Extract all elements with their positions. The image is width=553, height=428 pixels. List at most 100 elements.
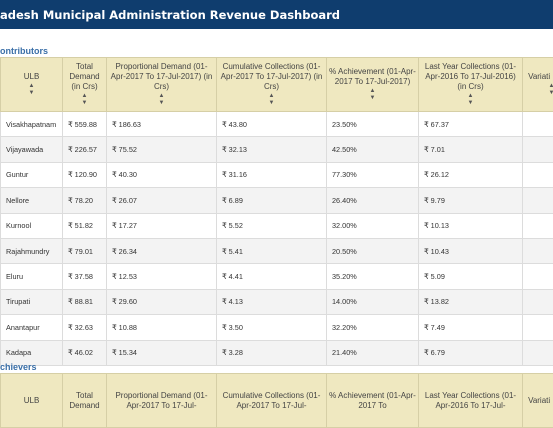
variation-cell: 13.4 [523,264,553,289]
sort-icon[interactable]: ▲▼ [109,93,214,107]
column-header-achievement[interactable]: % Achievement (01-Apr-2017 To [327,374,419,428]
variation-cell: 358. [523,137,553,162]
sort-icon[interactable]: ▲▼ [421,93,520,107]
proportional-demand-cell: ₹ 40.30 [107,162,217,187]
achievement-cell: 77.30% [327,162,419,187]
variation-cell: 35.0 [523,112,553,137]
proportional-demand-cell: ₹ 10.88 [107,315,217,340]
sort-icon[interactable]: ▲▼ [525,83,553,97]
achievement-cell: 32.00% [327,213,419,238]
last-year-collections-cell: ₹ 67.37 [419,112,523,137]
last-year-collections-cell: ₹ 9.79 [419,188,523,213]
total-demand-cell: ₹ 120.90 [63,162,107,187]
cumulative-collections-cell: ₹ 32.13 [217,137,327,162]
last-year-collections-cell: ₹ 26.12 [419,162,523,187]
achievement-cell: 14.00% [327,289,419,314]
total-demand-cell: ₹ 32.63 [63,315,107,340]
cumulative-collections-cell: ₹ 6.89 [217,188,327,213]
cumulative-collections-cell: ₹ 3.28 [217,340,327,365]
last-year-collections-cell: ₹ 5.09 [419,264,523,289]
cumulative-collections-cell: ₹ 3.50 [217,315,327,340]
last-year-collections-cell: ₹ 7.49 [419,315,523,340]
cumulative-collections-cell: ₹ 5.41 [217,238,327,263]
proportional-demand-cell: ₹ 186.63 [107,112,217,137]
column-header-total-demand[interactable]: Total Demand [63,374,107,428]
achievement-cell: 35.20% [327,264,419,289]
variation-cell: 48.2 [523,238,553,263]
column-header-proportional-demand[interactable]: Proportional Demand (01-Apr-2017 To 17-J… [107,58,217,112]
ulb-cell: Rajahmundry [1,238,63,263]
column-header-ulb[interactable]: ULB▲▼ [1,58,63,112]
dashboard-header: adesh Municipal Administration Revenue D… [0,0,553,29]
variation-cell: 19.3 [523,162,553,187]
cumulative-collections-cell: ₹ 4.13 [217,289,327,314]
sort-icon[interactable]: ▲▼ [65,93,104,107]
proportional-demand-cell: ₹ 17.27 [107,213,217,238]
last-year-collections-cell: ₹ 10.13 [419,213,523,238]
column-header-cumulative-collections[interactable]: Cumulative Collections (01-Apr-2017 To 1… [217,374,327,428]
total-demand-cell: ₹ 46.02 [63,340,107,365]
proportional-demand-cell: ₹ 15.34 [107,340,217,365]
total-demand-cell: ₹ 88.81 [63,289,107,314]
column-header-cumulative-collections[interactable]: Cumulative Collections (01-Apr-2017 To 1… [217,58,327,112]
column-header-achievement[interactable]: % Achievement (01-Apr-2017 To 17-Jul-201… [327,58,419,112]
total-demand-cell: ₹ 37.58 [63,264,107,289]
variation-cell: 51.7 [523,340,553,365]
ulb-cell: Eluru [1,264,63,289]
total-demand-cell: ₹ 559.88 [63,112,107,137]
total-demand-cell: ₹ 226.57 [63,137,107,162]
total-demand-cell: ₹ 79.01 [63,238,107,263]
proportional-demand-cell: ₹ 12.53 [107,264,217,289]
section-title-top-achievers: chievers [0,362,37,372]
achievement-cell: 32.20% [327,315,419,340]
ulb-cell: Kurnool [1,213,63,238]
column-header-proportional-demand[interactable]: Proportional Demand (01-Apr-2017 To 17-J… [107,374,217,428]
variation-cell: 53.2 [523,315,553,340]
sort-icon[interactable]: ▲▼ [329,88,416,102]
column-header-total-demand[interactable]: Total Demand (in Crs)▲▼ [63,58,107,112]
proportional-demand-cell: ₹ 26.07 [107,188,217,213]
last-year-collections-cell: ₹ 6.79 [419,340,523,365]
column-header-last-year-collections[interactable]: Last Year Collections (01-Apr-2016 To 17… [419,374,523,428]
achievement-cell: 21.40% [327,340,419,365]
total-demand-cell: ₹ 78.20 [63,188,107,213]
proportional-demand-cell: ₹ 26.34 [107,238,217,263]
total-demand-cell: ₹ 51.82 [63,213,107,238]
column-header-last-year-collections[interactable]: Last Year Collections (01-Apr-2016 To 17… [419,58,523,112]
column-header-ulb[interactable]: ULB [1,374,63,428]
dashboard-title: adesh Municipal Administration Revenue D… [0,8,340,22]
variation-cell: 70.1 [523,289,553,314]
cumulative-collections-cell: ₹ 43.80 [217,112,327,137]
column-header-variation[interactable]: Variati Last Y [523,374,553,428]
proportional-demand-cell: ₹ 75.52 [107,137,217,162]
top-contributors-table: ULB▲▼ Total Demand (in Crs)▲▼ Proportion… [0,57,553,366]
cumulative-collections-cell: ₹ 31.16 [217,162,327,187]
ulb-cell: Anantapur [1,315,63,340]
column-header-variation[interactable]: Variati Last Y▲▼ [523,58,553,112]
last-year-collections-cell: ₹ 7.01 [419,137,523,162]
sort-icon[interactable]: ▲▼ [219,93,324,107]
ulb-cell: Visakhapatnam [1,112,63,137]
last-year-collections-cell: ₹ 13.82 [419,289,523,314]
sort-icon[interactable]: ▲▼ [3,83,60,97]
ulb-cell: Nellore [1,188,63,213]
cumulative-collections-cell: ₹ 4.41 [217,264,327,289]
achievement-cell: 42.50% [327,137,419,162]
ulb-cell: Vijayawada [1,137,63,162]
section-title-top-contributors: ontributors [0,46,48,56]
cumulative-collections-cell: ₹ 5.52 [217,213,327,238]
ulb-cell: Guntur [1,162,63,187]
ulb-cell: Tirupati [1,289,63,314]
achievement-cell: 23.50% [327,112,419,137]
proportional-demand-cell: ₹ 29.60 [107,289,217,314]
